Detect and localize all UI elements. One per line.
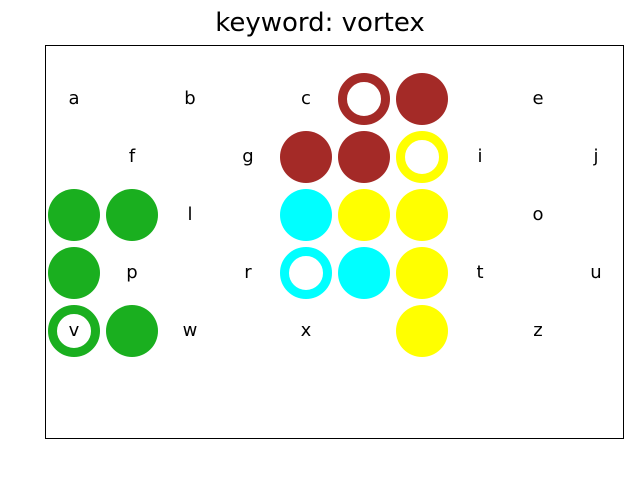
brown-filled-circle[interactable] [338, 131, 390, 183]
letter-cell[interactable]: f [106, 131, 158, 183]
green-filled-circle[interactable] [48, 247, 100, 299]
letter-cell[interactable]: r [222, 247, 274, 299]
cell-letter-b: b [184, 88, 196, 109]
cell-letter-j: j [593, 146, 599, 167]
letter-cell[interactable]: i [454, 131, 506, 183]
cyan-ring-circle[interactable] [280, 247, 332, 299]
cyan-filled-circle[interactable] [338, 247, 390, 299]
letter-cell[interactable]: b [164, 73, 216, 125]
letter-cell[interactable]: l [164, 189, 216, 241]
game-board: a b c e f g i j l o p r t u v w x z [45, 45, 624, 439]
green-ring-circle[interactable]: v [48, 305, 100, 357]
cell-letter-r: r [244, 262, 252, 283]
cell-letter-o: o [532, 204, 544, 225]
game-title: keyword: vortex [215, 8, 425, 38]
cell-letter-t: t [476, 262, 484, 283]
cell-letter-c: c [301, 88, 311, 109]
cell-letter-p: p [126, 262, 138, 283]
letter-cell[interactable]: e [512, 73, 564, 125]
yellow-filled-circle[interactable] [396, 189, 448, 241]
green-filled-circle[interactable] [106, 305, 158, 357]
cell-letter-e: e [532, 88, 544, 109]
cell-letter-w: w [182, 320, 198, 341]
cell-letter-u: u [590, 262, 602, 283]
letter-cell[interactable]: z [512, 305, 564, 357]
yellow-filled-circle[interactable] [338, 189, 390, 241]
letter-cell[interactable]: t [454, 247, 506, 299]
yellow-filled-circle[interactable] [396, 305, 448, 357]
cell-letter-l: l [187, 204, 193, 225]
brown-ring-circle[interactable] [338, 73, 390, 125]
yellow-filled-circle[interactable] [396, 247, 448, 299]
brown-filled-circle[interactable] [396, 73, 448, 125]
letter-cell[interactable]: o [512, 189, 564, 241]
green-filled-circle[interactable] [48, 189, 100, 241]
letter-cell[interactable]: a [48, 73, 100, 125]
letter-cell[interactable]: p [106, 247, 158, 299]
brown-filled-circle[interactable] [280, 131, 332, 183]
cell-letter-f: f [128, 146, 136, 167]
green-filled-circle[interactable] [106, 189, 158, 241]
letter-cell[interactable]: g [222, 131, 274, 183]
letter-cell[interactable]: x [280, 305, 332, 357]
cell-letter-g: g [242, 146, 254, 167]
cell-letter-a: a [68, 88, 80, 109]
cell-letter-x: x [300, 320, 312, 341]
yellow-ring-circle[interactable] [396, 131, 448, 183]
letter-cell[interactable]: j [570, 131, 622, 183]
cyan-filled-circle[interactable] [280, 189, 332, 241]
cell-letter-i: i [477, 146, 483, 167]
cell-letter-z: z [533, 320, 543, 341]
letter-cell[interactable]: c [280, 73, 332, 125]
cell-letter-v: v [68, 320, 80, 341]
letter-cell[interactable]: w [164, 305, 216, 357]
letter-cell[interactable]: u [570, 247, 622, 299]
